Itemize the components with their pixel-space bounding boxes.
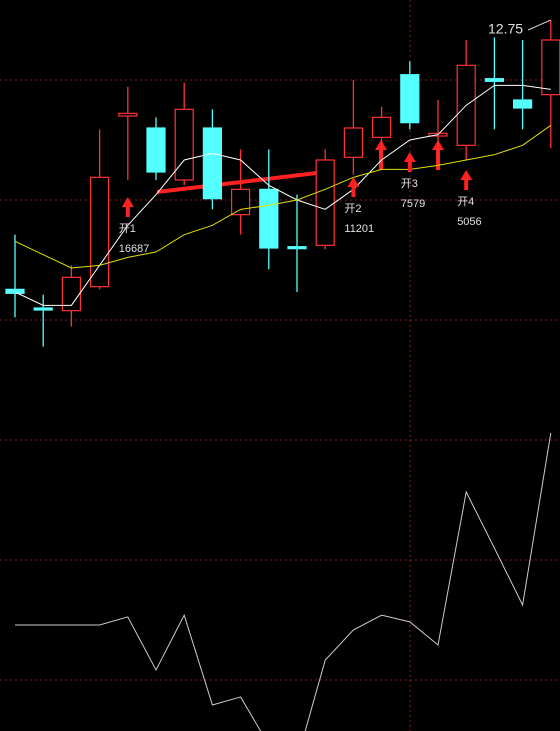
candle-body xyxy=(372,116,392,138)
candle-body xyxy=(287,246,307,250)
ma-line xyxy=(14,124,552,269)
arrow xyxy=(464,178,469,190)
candle-body xyxy=(400,74,420,124)
candle-body xyxy=(343,127,363,158)
arrow xyxy=(460,170,473,180)
arrow xyxy=(125,205,130,217)
arrow xyxy=(407,160,412,172)
annotation-label: 开1 xyxy=(119,223,136,235)
candle-body xyxy=(259,188,279,249)
arrow xyxy=(121,197,134,207)
candle-body xyxy=(541,39,560,96)
arrow xyxy=(351,185,356,197)
candle-body xyxy=(5,288,25,294)
last-price: 12.75 xyxy=(488,21,523,37)
candle-body xyxy=(118,112,138,117)
annotation-volume: 7579 xyxy=(401,198,425,210)
candle-body xyxy=(231,188,251,216)
annotation-label: 开4 xyxy=(457,196,474,208)
annotation-label: 开3 xyxy=(401,178,418,190)
candle-body xyxy=(512,99,533,109)
annotation-volume: 5056 xyxy=(457,216,481,228)
candle-body xyxy=(174,108,194,181)
candle-body xyxy=(33,307,53,311)
price-leader xyxy=(527,19,552,31)
annotation-volume: 11201 xyxy=(344,223,374,235)
candle-body xyxy=(89,176,110,288)
candle-body xyxy=(202,127,222,200)
indicator-line xyxy=(15,432,552,731)
candle-body xyxy=(484,78,504,82)
candle-body xyxy=(315,159,335,246)
annotation-label: 开2 xyxy=(344,203,361,215)
arrow xyxy=(347,177,360,187)
ma-line xyxy=(14,84,551,306)
candle-body xyxy=(61,276,82,312)
arrow xyxy=(403,152,416,162)
annotation-volume: 16687 xyxy=(119,243,150,255)
candle-body xyxy=(146,127,166,173)
